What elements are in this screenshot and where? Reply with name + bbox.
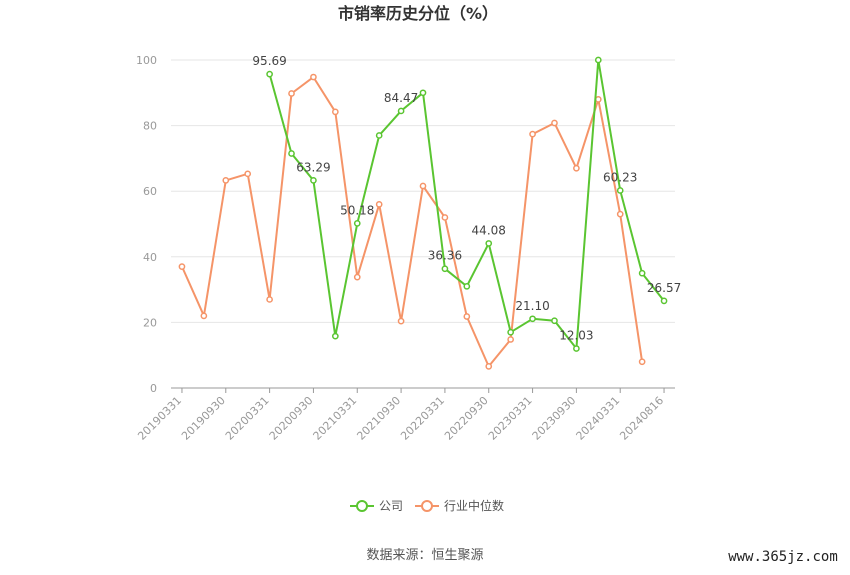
data-point bbox=[353, 273, 361, 281]
data-point bbox=[551, 317, 558, 325]
data-point bbox=[485, 363, 493, 370]
legend-label: 公司 bbox=[379, 499, 403, 513]
data-label: 12.03 bbox=[559, 329, 593, 343]
watermark: www.365jz.com bbox=[728, 549, 838, 565]
legend-label: 行业中位数 bbox=[444, 498, 504, 513]
x-tick-label: 20190930 bbox=[179, 394, 228, 443]
data-label: 50.18 bbox=[340, 203, 374, 217]
data-label: 44.08 bbox=[472, 223, 506, 237]
x-tick-label: 20210331 bbox=[311, 394, 360, 443]
data-label: 84.47 bbox=[384, 91, 418, 105]
data-point bbox=[507, 328, 515, 336]
data-point bbox=[397, 317, 405, 325]
data-point bbox=[353, 220, 361, 227]
series-line bbox=[181, 76, 644, 368]
legend-marker bbox=[356, 500, 368, 512]
x-tick-label: 20200331 bbox=[223, 394, 272, 443]
data-label: 26.57 bbox=[647, 281, 681, 295]
data-point bbox=[529, 130, 536, 138]
data-label: 95.69 bbox=[252, 54, 286, 68]
data-point bbox=[573, 164, 580, 172]
data-point bbox=[375, 132, 383, 139]
data-point bbox=[419, 89, 427, 97]
data-point bbox=[616, 187, 624, 194]
y-tick-label: 0 bbox=[150, 382, 157, 395]
x-tick-label: 20240816 bbox=[617, 394, 666, 443]
legend-item[interactable]: 公司 bbox=[350, 499, 403, 513]
data-point bbox=[288, 90, 295, 97]
data-point bbox=[244, 170, 252, 178]
data-point bbox=[660, 297, 668, 305]
data-labels: 95.69 63.29 50.18 84.47 36.36 44.08 21.10 12.03… bbox=[252, 54, 681, 342]
data-point bbox=[441, 214, 449, 221]
data-point bbox=[463, 282, 471, 290]
x-tick-label: 20190331 bbox=[135, 394, 184, 443]
data-point bbox=[266, 296, 273, 303]
data-point bbox=[463, 313, 471, 320]
x-tick-label: 20240331 bbox=[574, 394, 623, 443]
data-point bbox=[397, 107, 405, 115]
x-tick-label: 20230331 bbox=[486, 394, 535, 443]
data-point bbox=[178, 263, 186, 270]
data-point bbox=[507, 336, 515, 343]
data-point bbox=[331, 108, 339, 116]
x-tick-label: 20210930 bbox=[354, 394, 403, 443]
data-point bbox=[222, 177, 230, 184]
data-point bbox=[331, 332, 339, 340]
data-label: 21.10 bbox=[515, 299, 549, 313]
plot-series bbox=[178, 56, 668, 370]
data-point bbox=[551, 119, 558, 127]
data-point bbox=[310, 177, 317, 184]
data-point bbox=[594, 56, 602, 64]
data-point bbox=[419, 182, 427, 190]
data-point bbox=[594, 96, 602, 103]
y-tick-label: 60 bbox=[143, 185, 157, 198]
data-point bbox=[310, 73, 317, 81]
data-point bbox=[485, 240, 493, 247]
data-point bbox=[288, 150, 295, 157]
y-tick-label: 40 bbox=[143, 251, 157, 264]
chart-title: 市销率历史分位（%） bbox=[338, 4, 498, 23]
data-source: 数据来源：恒生聚源 bbox=[366, 548, 483, 563]
data-point bbox=[638, 269, 646, 277]
x-tick-label: 20220331 bbox=[398, 394, 447, 443]
data-point bbox=[638, 358, 646, 366]
data-point bbox=[375, 200, 383, 208]
y-tick-label: 20 bbox=[143, 316, 157, 329]
data-label: 36.36 bbox=[428, 249, 462, 263]
data-point bbox=[529, 315, 536, 323]
data-label: 63.29 bbox=[296, 160, 330, 174]
data-point bbox=[573, 345, 580, 352]
data-label: 60.23 bbox=[603, 170, 637, 184]
legend[interactable]: 公司 行业中位数 bbox=[350, 498, 504, 513]
y-tick-label: 80 bbox=[143, 120, 157, 133]
data-point bbox=[616, 210, 624, 218]
x-tick-label: 20220930 bbox=[442, 394, 491, 443]
x-tick-label: 20230930 bbox=[530, 394, 579, 443]
y-tick-label: 100 bbox=[136, 54, 157, 67]
data-point bbox=[266, 70, 273, 78]
data-point bbox=[441, 265, 449, 273]
data-point bbox=[200, 312, 208, 320]
x-tick-label: 20200930 bbox=[267, 394, 316, 443]
legend-marker bbox=[421, 500, 433, 512]
legend-item[interactable]: 行业中位数 bbox=[415, 498, 504, 513]
